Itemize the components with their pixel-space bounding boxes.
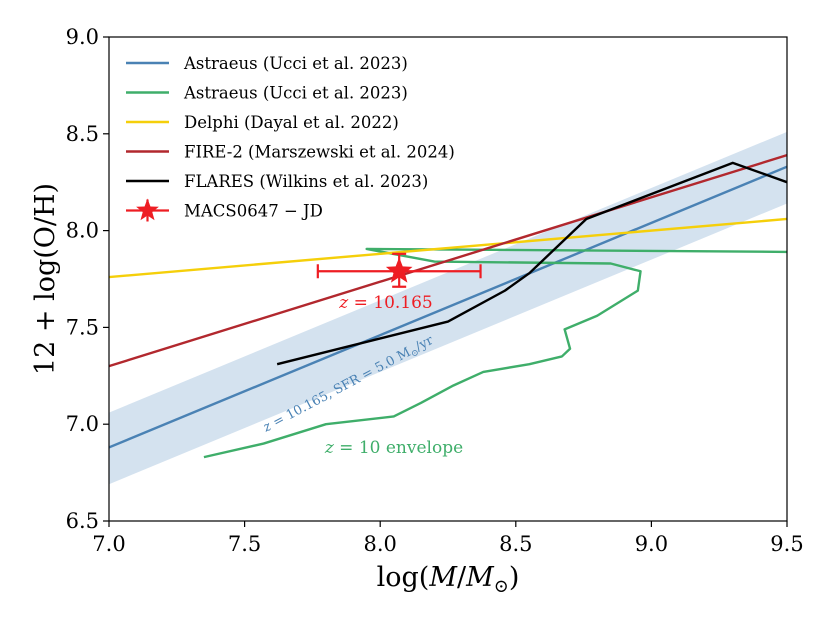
x-tick-label: 8.0 bbox=[363, 532, 396, 556]
x-tick-label: 9.5 bbox=[770, 532, 803, 556]
legend: Astraeus (Ucci et al. 2023) Astraeus (Ucc… bbox=[126, 54, 455, 222]
y-tick-label: 8.5 bbox=[66, 122, 99, 146]
y-axis-title: 12 + log(O/H) bbox=[30, 183, 61, 375]
y-tick-label: 9.0 bbox=[66, 25, 99, 49]
x-tick-label: 9.0 bbox=[635, 532, 668, 556]
legend-label: FLARES (Wilkins et al. 2023) bbox=[184, 172, 428, 191]
x-tick-label: 8.5 bbox=[499, 532, 532, 556]
macs0647-jd-point bbox=[316, 252, 482, 288]
legend-label: MACS0647 − JD bbox=[184, 202, 323, 221]
fire2-line bbox=[109, 153, 787, 368]
y-tick-label: 6.5 bbox=[66, 509, 99, 533]
y-tick-label: 8.0 bbox=[66, 219, 99, 243]
delphi-line bbox=[109, 217, 787, 279]
x-tick-label: 7.0 bbox=[92, 532, 125, 556]
plot-frame bbox=[108, 36, 788, 522]
astraeus-envelope-green bbox=[203, 247, 787, 459]
flares-line bbox=[276, 161, 787, 366]
axis-ticks: 7.0 7.5 8.0 8.5 9.0 9.56.57.07.58.08.59.0 bbox=[66, 25, 804, 556]
astraeus-line-blue bbox=[109, 165, 787, 449]
legend-star-icon bbox=[136, 198, 159, 221]
legend-label: Astraeus (Ucci et al. 2023) bbox=[183, 54, 408, 73]
y-tick-label: 7.0 bbox=[66, 412, 99, 436]
legend-label: Delphi (Dayal et al. 2022) bbox=[184, 113, 399, 132]
legend-label: Astraeus (Ucci et al. 2023) bbox=[183, 84, 408, 103]
star-marker bbox=[385, 257, 413, 283]
x-tick-label: 7.5 bbox=[228, 532, 261, 556]
legend-label: FIRE-2 (Marszewski et al. 2024) bbox=[184, 143, 455, 162]
y-tick-label: 7.5 bbox=[66, 315, 99, 339]
annotation-envelope: z = 10 envelope bbox=[324, 438, 463, 458]
plot-area bbox=[109, 131, 787, 485]
annotation-redshift: z = 10.165 bbox=[338, 293, 433, 313]
x-axis-title: log(M/M⊙) bbox=[377, 562, 520, 597]
